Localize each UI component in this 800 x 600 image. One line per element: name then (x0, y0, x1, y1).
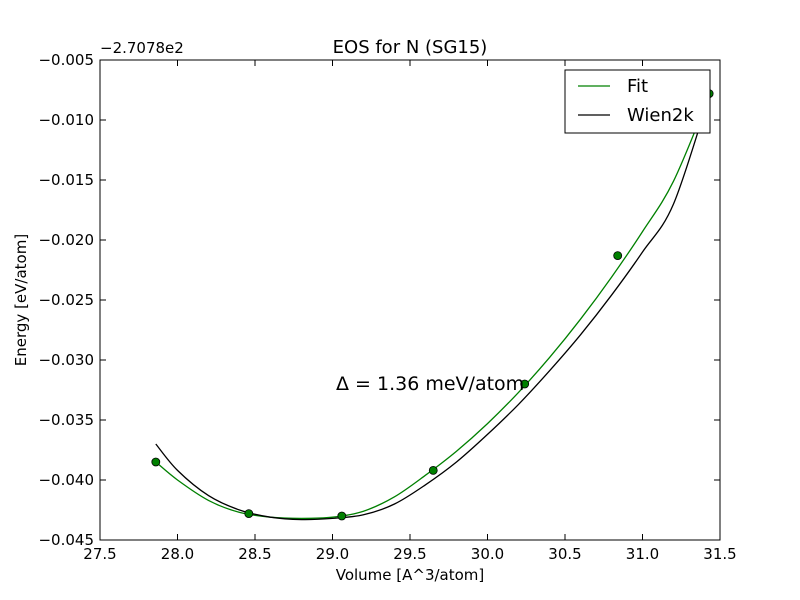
y-tick-label: −0.040 (38, 471, 94, 489)
y-tick-label: −0.015 (38, 171, 94, 189)
x-axis-label: Volume [A^3/atom] (336, 566, 485, 584)
legend: Fit Wien2k (564, 69, 711, 134)
y-tick-label: −0.045 (38, 531, 94, 549)
data-point (613, 251, 623, 261)
legend-label-wien2k: Wien2k (627, 105, 694, 126)
y-tick-label: −0.025 (38, 291, 94, 309)
delta-annotation: Δ = 1.36 meV/atom (336, 373, 524, 395)
x-tick-label: 31.5 (703, 545, 736, 563)
data-point (337, 511, 347, 521)
y-tick-label: −0.020 (38, 231, 94, 249)
plot-frame (99, 59, 721, 541)
x-tick-label: 27.5 (83, 545, 116, 563)
series-line-wien2k (155, 95, 710, 521)
x-tick-label: 28.0 (161, 545, 194, 563)
plot-area (151, 89, 714, 521)
x-tick-label: 29.0 (316, 545, 349, 563)
y-tick-label: −0.005 (38, 51, 94, 69)
y-tick-label: −0.035 (38, 411, 94, 429)
legend-box (564, 69, 711, 134)
data-point (244, 509, 254, 518)
data-point (520, 379, 530, 389)
x-tick-label: 30.5 (548, 545, 581, 563)
legend-label-fit: Fit (627, 76, 648, 97)
data-point (151, 457, 161, 467)
x-tick-label: 29.5 (393, 545, 426, 563)
series-line-fit (155, 95, 710, 520)
y-axis-label: Energy [eV/atom] (12, 234, 30, 366)
chart-title: EOS for N (SG15) (333, 37, 488, 58)
axis-ticks: 27.5 28.0 28.5 29.0 29.5 30.0 30.5 31.0 31.5 −0.0… (38, 51, 736, 563)
y-tick-label: −0.010 (38, 111, 94, 129)
x-tick-label: 31.0 (626, 545, 659, 563)
data-point (428, 465, 438, 475)
y-offset-label: −2.7078e2 (100, 39, 184, 57)
x-tick-label: 30.0 (471, 545, 504, 563)
y-tick-label: −0.030 (38, 351, 94, 369)
x-tick-label: 28.5 (238, 545, 271, 563)
